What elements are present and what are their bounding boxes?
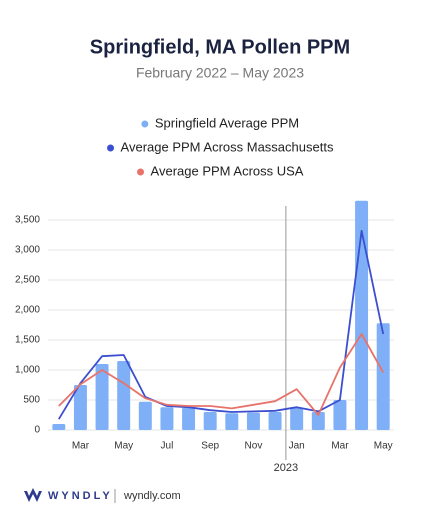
legend-label: Average PPM Across USA xyxy=(151,163,304,178)
logo-icon xyxy=(24,488,42,502)
bar xyxy=(182,407,196,430)
x-tick-label: May xyxy=(114,441,133,452)
bar xyxy=(203,412,217,430)
bar xyxy=(333,400,347,430)
bar xyxy=(246,412,260,430)
bar xyxy=(311,412,325,430)
bar xyxy=(95,364,109,430)
bar xyxy=(225,413,239,430)
y-tick-label: 1,000 xyxy=(15,365,40,376)
x-tick-label: Mar xyxy=(331,441,349,452)
y-tick-label: 3,500 xyxy=(15,215,40,226)
x-tick-label: Mar xyxy=(72,441,90,452)
bar xyxy=(117,361,131,430)
chart-subtitle: February 2022 – May 2023 xyxy=(136,65,304,81)
y-tick-label: 2,500 xyxy=(15,275,40,286)
y-tick-label: 3,000 xyxy=(15,245,40,256)
y-tick-label: 0 xyxy=(34,425,40,436)
footer: WYNDLY wyndly.com xyxy=(24,488,181,503)
x-tick-label: Nov xyxy=(245,441,263,452)
year-label: 2023 xyxy=(274,462,298,474)
url: wyndly.com xyxy=(123,490,181,502)
y-tick-label: 1,500 xyxy=(15,335,40,346)
bar xyxy=(52,424,66,430)
bar xyxy=(290,407,304,430)
legend-label: Springfield Average PPM xyxy=(155,115,299,130)
bar xyxy=(268,412,282,430)
legend-marker xyxy=(107,144,115,152)
chart-title: Springfield, MA Pollen PPM xyxy=(90,36,350,58)
x-tick-label: Jul xyxy=(161,441,174,452)
x-tick-label: May xyxy=(374,441,393,452)
y-tick-label: 500 xyxy=(23,395,40,406)
line xyxy=(58,229,385,420)
brand: WYNDLY xyxy=(48,490,113,502)
bar xyxy=(376,323,390,430)
bar xyxy=(73,385,87,430)
x-tick-label: Sep xyxy=(201,441,219,452)
legend-label: Average PPM Across Massachusetts xyxy=(121,139,334,154)
legend-marker xyxy=(141,120,149,128)
x-tick-label: Jan xyxy=(289,441,305,452)
line xyxy=(58,333,384,416)
legend-marker xyxy=(137,168,145,176)
y-tick-label: 2,000 xyxy=(15,305,40,316)
bar xyxy=(160,407,174,430)
bar xyxy=(138,401,152,430)
